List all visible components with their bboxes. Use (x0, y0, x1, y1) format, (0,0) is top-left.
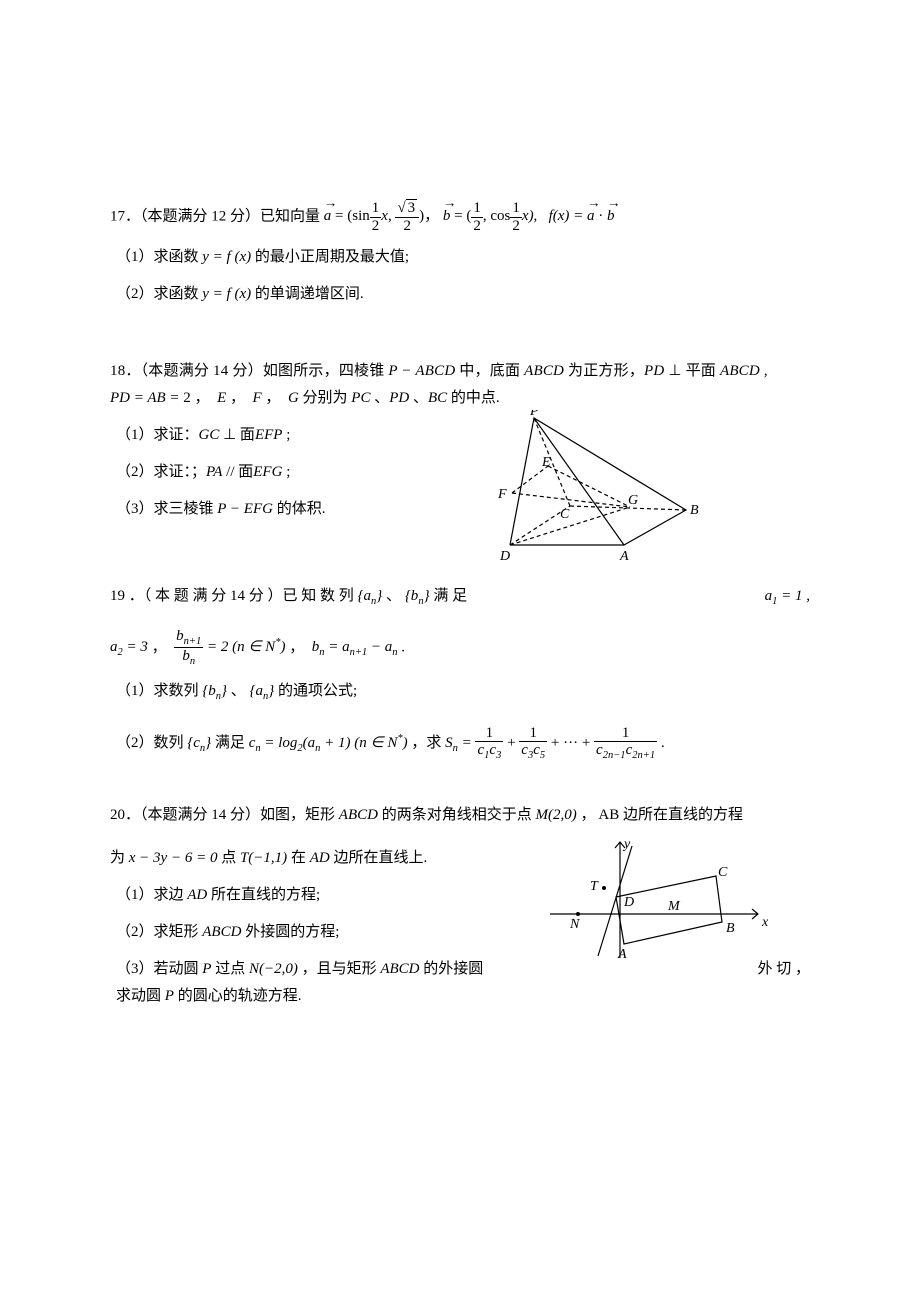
q18-number: 18． (110, 363, 141, 379)
q20-number: 20． (110, 807, 140, 823)
q19-number: 19 ． (110, 588, 144, 604)
svg-text:T: T (590, 879, 599, 894)
question-18: 18．（本题满分 14 分）如图所示，四棱锥 P − ABCD 中，底面 ABC… (110, 358, 810, 523)
q20-stem: 20．（本题满分 14 分）如图，矩形 ABCD 的两条对角线相交于点 M(2,… (110, 802, 810, 829)
svg-text:B: B (690, 503, 699, 518)
svg-text:B: B (726, 921, 735, 936)
svg-text:E: E (541, 455, 551, 470)
q19-trail: a1 = 1 , (765, 583, 810, 612)
q18-stem: 18．（本题满分 14 分）如图所示，四棱锥 P − ABCD 中，底面 ABC… (110, 358, 810, 385)
q19-part2: （2）数列 {cn} 满足 cn = log2(an + 1) (n ∈ N*)… (116, 725, 810, 762)
question-17: 17．（本题满分 12 分）已知向量 a = (sin12x, √32)， b … (110, 200, 810, 308)
vector-a2: a (587, 203, 595, 230)
q19-stem-row: 19 ．（ 本 题 满 分 14 分 ）已 知 数 列 {an} 、 {bn} … (110, 583, 810, 612)
question-19: 19 ．（ 本 题 满 分 14 分 ）已 知 数 列 {an} 、 {bn} … (110, 583, 810, 762)
q17-lead: 已知向量 (260, 208, 324, 224)
q19-part1: （1）求数列 {bn} 、 {an} 的通项公式; (116, 678, 810, 707)
q18-figure: P E F C G B D A (490, 410, 720, 570)
q19-line2: a2 = 3 ， bn+1bn = 2 (n ∈ N*) ， bn = an+1… (110, 628, 810, 668)
q17-stem: 17．（本题满分 12 分）已知向量 a = (sin12x, √32)， b … (110, 200, 810, 234)
q17-points: （本题满分 12 分） (140, 208, 260, 224)
q17-part2: （2）求函数 y = f (x) 的单调递增区间. (116, 281, 810, 308)
svg-text:y: y (622, 837, 631, 852)
q18-stem-line2: PD = AB = 2 ， E ， F ， G 分别为 PC 、PD 、BC 的… (110, 385, 810, 412)
fx-lhs: f(x) = (549, 208, 587, 224)
svg-text:F: F (497, 487, 507, 502)
q17-number: 17． (110, 208, 140, 224)
svg-text:C: C (718, 865, 728, 880)
svg-text:x: x (761, 915, 769, 930)
q17-part1: （1）求函数 y = f (x) 的最小正周期及最大值; (116, 244, 810, 271)
svg-text:A: A (619, 549, 629, 564)
svg-text:G: G (628, 493, 638, 508)
svg-text:C: C (560, 507, 570, 522)
svg-text:N: N (569, 917, 580, 932)
q18-points: （本题满分 14 分） (141, 363, 263, 379)
svg-text:D: D (499, 549, 510, 564)
x-comma: x, (381, 208, 395, 224)
question-20: 20．（本题满分 14 分）如图，矩形 ABCD 的两条对角线相交于点 M(2,… (110, 802, 810, 1010)
svg-text:A: A (617, 947, 627, 962)
q20-figure: y x T D C M N B A (530, 836, 780, 966)
vector-b2: b (607, 203, 615, 230)
x-paren: x), (522, 208, 549, 224)
q19-points: （ 本 题 满 分 14 分 ） (144, 588, 283, 604)
svg-text:P: P (529, 410, 539, 419)
svg-text:D: D (623, 895, 634, 910)
q20-part3b: 求动圆 P 的圆心的轨迹方程. (116, 983, 810, 1010)
vector-b: b (443, 203, 451, 230)
svg-text:M: M (667, 899, 681, 914)
q20-points: （本题满分 14 分） (140, 807, 260, 823)
vector-a: a (324, 203, 332, 230)
